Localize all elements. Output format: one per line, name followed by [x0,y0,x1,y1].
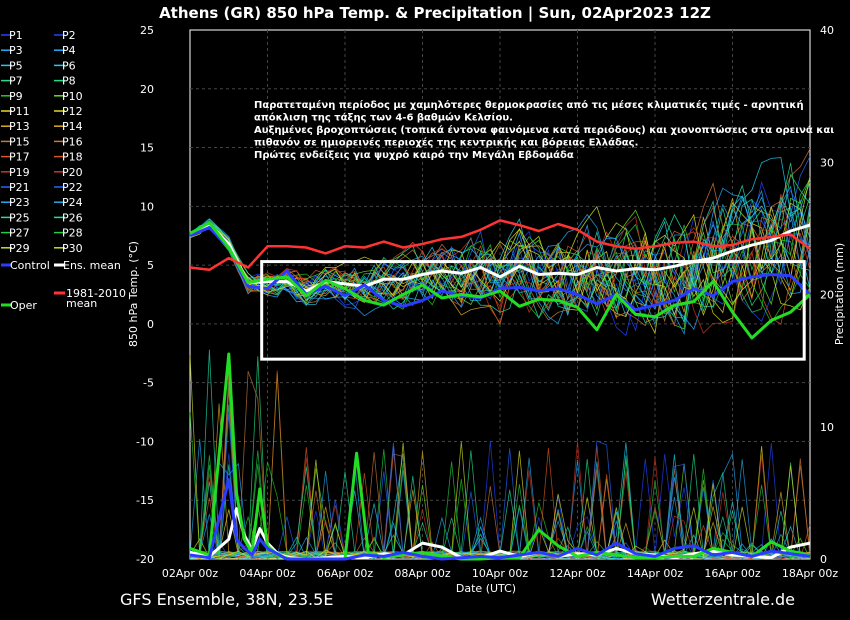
legend-label: mean [66,297,97,310]
x-tick-label: 06Apr 00z [317,567,374,580]
x-tick-label: 08Apr 00z [394,567,451,580]
y-tick-label-left: -10 [136,435,154,448]
y-axis-right-label: Precipitation (mm) [833,243,846,345]
legend-label-p29: P29 [9,242,30,255]
legend-label-p1: P1 [9,29,23,42]
y-tick-label-right: 40 [820,24,834,37]
main-series [189,219,812,561]
legend-label-p26: P26 [62,211,83,224]
legend-label-p6: P6 [62,59,76,72]
legend-label-p13: P13 [9,120,30,133]
y-tick-label-left: 25 [140,24,154,37]
legend-label-p16: P16 [62,135,83,148]
legend-label-p22: P22 [62,181,83,194]
legend-label-p20: P20 [62,166,83,179]
y-axis-left-ticks: 25 20 15 10 5 0 -5 -10 -15 -20 [136,24,154,566]
y-axis-right-ticks: 40 30 20 10 0 [820,24,834,566]
footer-model-info: GFS Ensemble, 38N, 23.5E [120,590,333,609]
y-tick-label-left: 0 [147,318,154,331]
legend-label-p9: P9 [9,90,23,103]
legend-label-p17: P17 [9,151,30,164]
legend-label: Control [10,259,50,272]
x-tick-label: 02Apr 00z [162,567,219,580]
x-axis-ticks: 02Apr 00z 04Apr 00z 06Apr 00z 08Apr 00z 10Ap… [162,567,839,580]
member-temp-line-p30 [189,176,811,335]
legend-label-p25: P25 [9,211,30,224]
legend-label-p28: P28 [62,227,83,240]
x-tick-label: 16Apr 00z [704,567,761,580]
x-axis-label: Date (UTC) [456,582,516,595]
legend-label: 1981-2010 [66,287,126,300]
legend-label-p5: P5 [9,59,23,72]
series-1981-2010-mean-temp [189,219,811,272]
annotation-line: Αυξημένες βροχοπτώσεις (τοπικά έντονα φα… [254,124,834,136]
annotation-line: πιθανόν σε ημιορεινές περιοχές της κεντρ… [254,137,638,149]
y-tick-label-left: 5 [147,259,154,272]
y-axis-left-label: 850 hPa Temp. (°C) [127,241,140,347]
y-tick-label-left: 20 [140,83,154,96]
x-tick-label: 12Apr 00z [549,567,606,580]
member-precip-line-p25 [189,349,811,560]
annotation-line: Παρατεταμένη περίοδος με χαμηλότερες θερ… [254,99,804,111]
legend: P1 P2 P3 P4 P5 P6 P7 P8 P9 P10 P11 P12 P13 P14 P15 P16 P… [1,29,126,312]
legend-label-p18: P18 [62,151,83,164]
y-tick-label-left: 15 [140,142,154,155]
legend-label-p11: P11 [9,105,30,118]
y-tick-label-left: -20 [136,553,154,566]
x-tick-label: 18Apr 00z [782,567,839,580]
legend-label-p8: P8 [62,75,76,88]
annotation-line: απόκλιση της τάξης των 4-6 βαθμών Κελσίο… [254,112,513,124]
series-control-temp [189,226,812,312]
member-temp-line-p19 [189,193,811,334]
chart-title: Athens (GR) 850 hPa Temp. & Precipitatio… [159,4,711,23]
y-tick-label-right: 20 [820,289,834,302]
x-tick-label: 04Apr 00z [239,567,296,580]
legend-label-p23: P23 [9,196,30,209]
footer-source: Wetterzentrale.de [651,590,795,609]
legend-label-p4: P4 [62,44,76,57]
legend-label: Oper [10,299,37,312]
y-tick-label-right: 30 [820,156,834,169]
legend-label-p12: P12 [62,105,83,118]
legend-label-p19: P19 [9,166,30,179]
legend-label-p10: P10 [62,90,83,103]
annotation-text: Παρατεταμένη περίοδος με χαμηλότερες θερ… [254,99,834,161]
y-tick-label-left: 10 [140,200,154,213]
y-tick-label-left: -15 [136,494,154,507]
legend-label-p21: P21 [9,181,30,194]
y-tick-label-left: -5 [143,377,154,390]
member-temp-line-p13 [189,206,811,326]
legend-label-p27: P27 [9,227,30,240]
legend-label-p24: P24 [62,196,83,209]
legend-label-p15: P15 [9,135,30,148]
legend-label: Ens. mean [63,259,121,272]
highlight-box [260,260,806,361]
legend-label-p14: P14 [62,120,83,133]
y-tick-label-right: 0 [820,553,827,566]
y-tick-label-right: 10 [820,421,834,434]
annotation-line: Πρώτες ενδείξεις για ψυχρό καιρό την Μεγ… [254,149,574,161]
x-tick-label: 14Apr 00z [627,567,684,580]
legend-label-p2: P2 [62,29,76,42]
member-precip-line-p30 [189,355,811,560]
member-temp-line-p9 [189,222,811,324]
legend-label-p7: P7 [9,75,23,88]
member-precip-line-p29 [189,441,811,560]
legend-label-p30: P30 [62,242,83,255]
x-tick-label: 10Apr 00z [472,567,529,580]
series-control-precip [189,478,811,561]
legend-label-p3: P3 [9,44,23,57]
series-oper-temp [189,221,812,340]
